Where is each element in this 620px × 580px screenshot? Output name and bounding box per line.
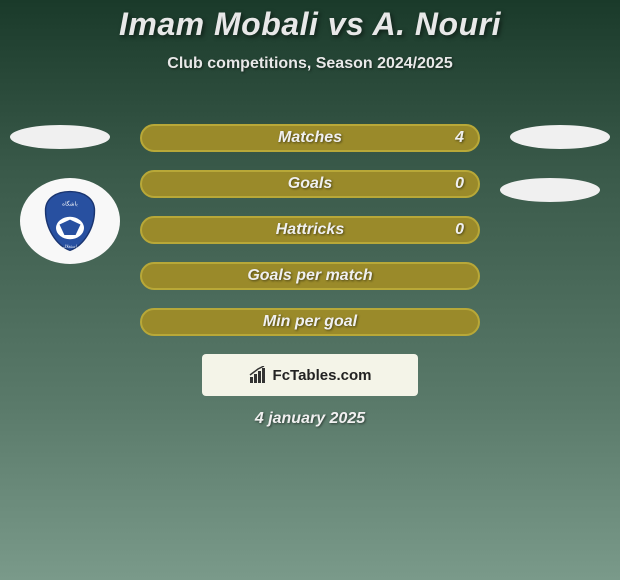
stat-label: Goals	[288, 175, 332, 193]
stat-label: Hattricks	[276, 221, 344, 239]
chart-icon	[249, 366, 267, 384]
page-title: Imam Mobali vs A. Nouri	[0, 0, 620, 43]
stat-label: Min per goal	[263, 313, 357, 331]
stat-label: Matches	[278, 129, 342, 147]
club-logo-left: باشگاه استقلال	[20, 178, 120, 264]
club-crest-icon: باشگاه استقلال	[35, 186, 105, 256]
subtitle: Club competitions, Season 2024/2025	[0, 55, 620, 73]
stat-value: 0	[455, 221, 464, 239]
stat-row-min-per-goal: Min per goal	[140, 308, 480, 336]
branding-text: FcTables.com	[273, 367, 372, 384]
stat-label: Goals per match	[247, 267, 372, 285]
stat-row-goals-per-match: Goals per match	[140, 262, 480, 290]
stat-row-goals: Goals 0	[140, 170, 480, 198]
branding-badge: FcTables.com	[202, 354, 418, 396]
player-left-placeholder	[10, 125, 110, 149]
stat-row-matches: Matches 4	[140, 124, 480, 152]
svg-text:استقلال: استقلال	[63, 244, 77, 249]
stat-value: 0	[455, 175, 464, 193]
stat-value: 4	[455, 129, 464, 147]
stats-container: Matches 4 Goals 0 Hattricks 0 Goals per …	[140, 124, 480, 354]
date-label: 4 january 2025	[0, 410, 620, 428]
stat-row-hattricks: Hattricks 0	[140, 216, 480, 244]
player-right-placeholder	[510, 125, 610, 149]
club-right-placeholder	[500, 178, 600, 202]
